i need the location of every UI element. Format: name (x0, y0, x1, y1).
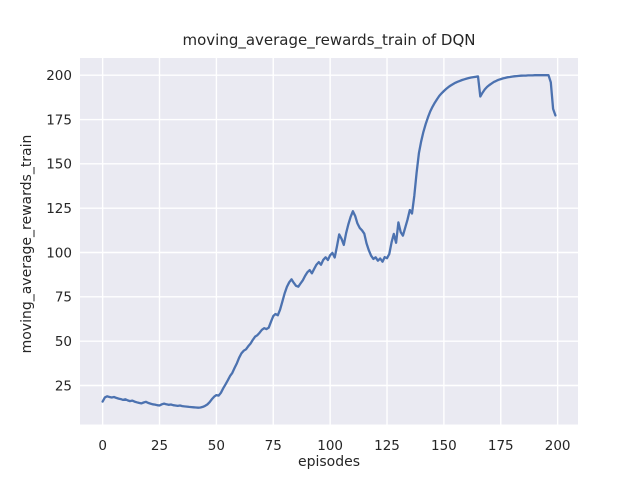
plot-background (80, 58, 578, 425)
x-tick-label: 125 (374, 438, 400, 454)
reward-line-series (101, 74, 557, 409)
y-tick-label: 200 (46, 68, 72, 84)
x-tick-label: 50 (208, 438, 225, 454)
y-tick-label: 175 (46, 112, 72, 128)
x-tick-label: 200 (545, 438, 571, 454)
x-tick-label: 25 (151, 438, 168, 454)
y-tick-label: 150 (46, 157, 72, 173)
y-tick-label: 25 (55, 378, 72, 394)
y-tick-label: 75 (55, 290, 72, 306)
x-tick-label: 150 (431, 438, 457, 454)
x-axis-label: episodes (297, 454, 361, 470)
x-tick-label: 75 (265, 438, 282, 454)
x-tick-label: 0 (98, 438, 107, 454)
y-tick-label: 100 (46, 245, 72, 261)
y-tick-label: 125 (46, 201, 72, 217)
x-tick-label: 100 (317, 438, 343, 454)
chart-title: moving_average_rewards_train of DQN (182, 31, 476, 49)
y-tick-label: 50 (55, 334, 72, 350)
x-tick-label: 175 (488, 438, 514, 454)
